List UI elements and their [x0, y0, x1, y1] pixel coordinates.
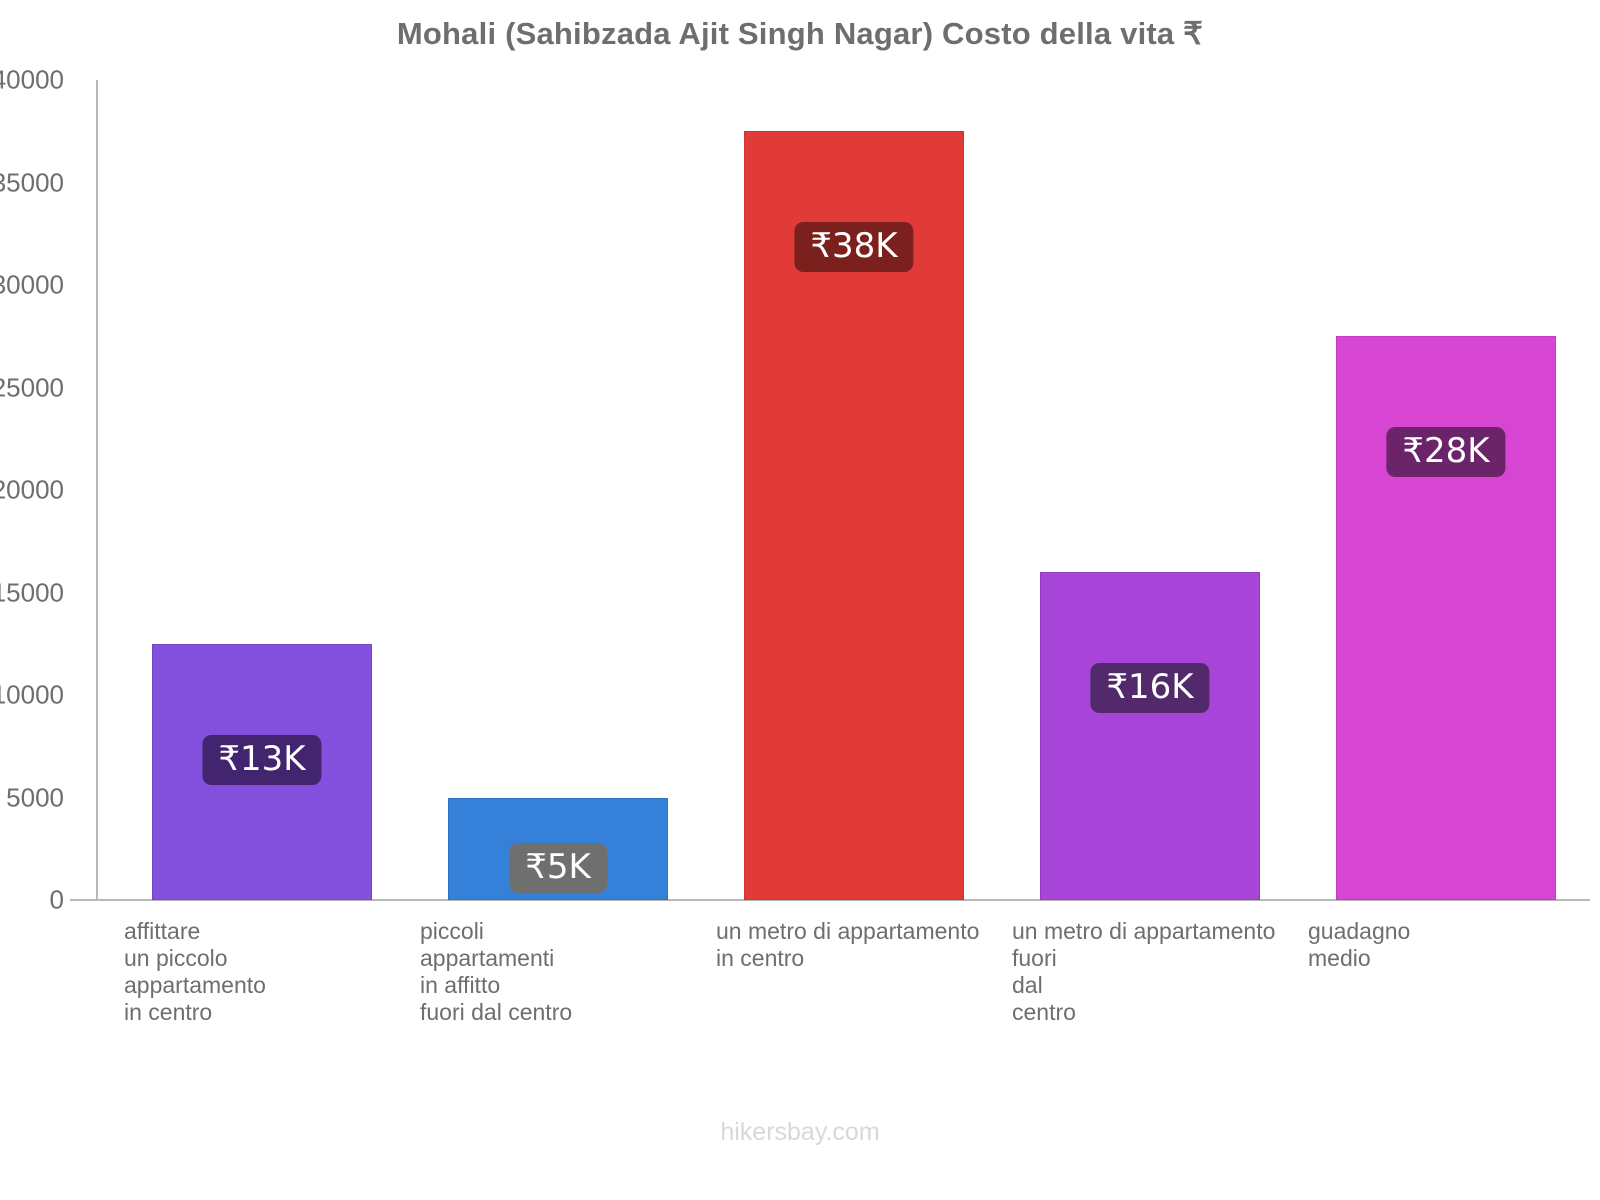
y-axis-tick-label: 5000 [6, 782, 64, 812]
x-axis-category-label: guadagno medio [1308, 918, 1411, 972]
y-axis-tick-label: 35000 [0, 167, 64, 197]
bar-value-badge: ₹28K [1386, 427, 1506, 478]
y-axis-tick-label: 30000 [0, 269, 64, 300]
x-axis-category-label: piccoli appartamenti in affitto fuori da… [420, 918, 573, 1026]
bar[interactable]: ₹5K [448, 797, 668, 900]
bar[interactable]: ₹16K [1040, 572, 1260, 900]
y-axis-tick-label: 20000 [0, 474, 64, 505]
x-axis-baseline [70, 899, 1590, 901]
plot-area: 0 5000 10000 15000 20000 25000 30000 35000 40000… [0, 65, 1576, 915]
x-axis-category-label: affittare un piccolo appartamento in cen… [124, 918, 266, 1026]
bar-value-badge: ₹5K [509, 843, 607, 893]
bar-value-badge: ₹38K [794, 222, 914, 273]
x-axis-category-label: un metro di appartamento fuori dal centr… [1012, 918, 1276, 1026]
bar-value-badge: ₹16K [1090, 663, 1210, 713]
bar[interactable]: ₹38K [744, 131, 964, 900]
y-axis-tick-label: 40000 [0, 64, 64, 95]
y-axis-tick-label: 25000 [0, 372, 64, 402]
y-axis-tick-label: 10000 [0, 679, 64, 710]
bar[interactable]: ₹13K [152, 643, 372, 900]
y-axis-line [96, 80, 98, 900]
y-axis-tick-label: 15000 [0, 577, 64, 607]
x-axis-category-label: un metro di appartamento in centro [716, 918, 980, 972]
y-axis-tick-label: 0 [49, 884, 64, 915]
bar[interactable]: ₹28K [1336, 336, 1556, 900]
footer-credit: hikersbay.com [720, 1118, 880, 1146]
bar-value-badge: ₹13K [202, 734, 322, 785]
chart-title: Mohali (Sahibzada Ajit Singh Nagar) Cost… [396, 16, 1204, 51]
